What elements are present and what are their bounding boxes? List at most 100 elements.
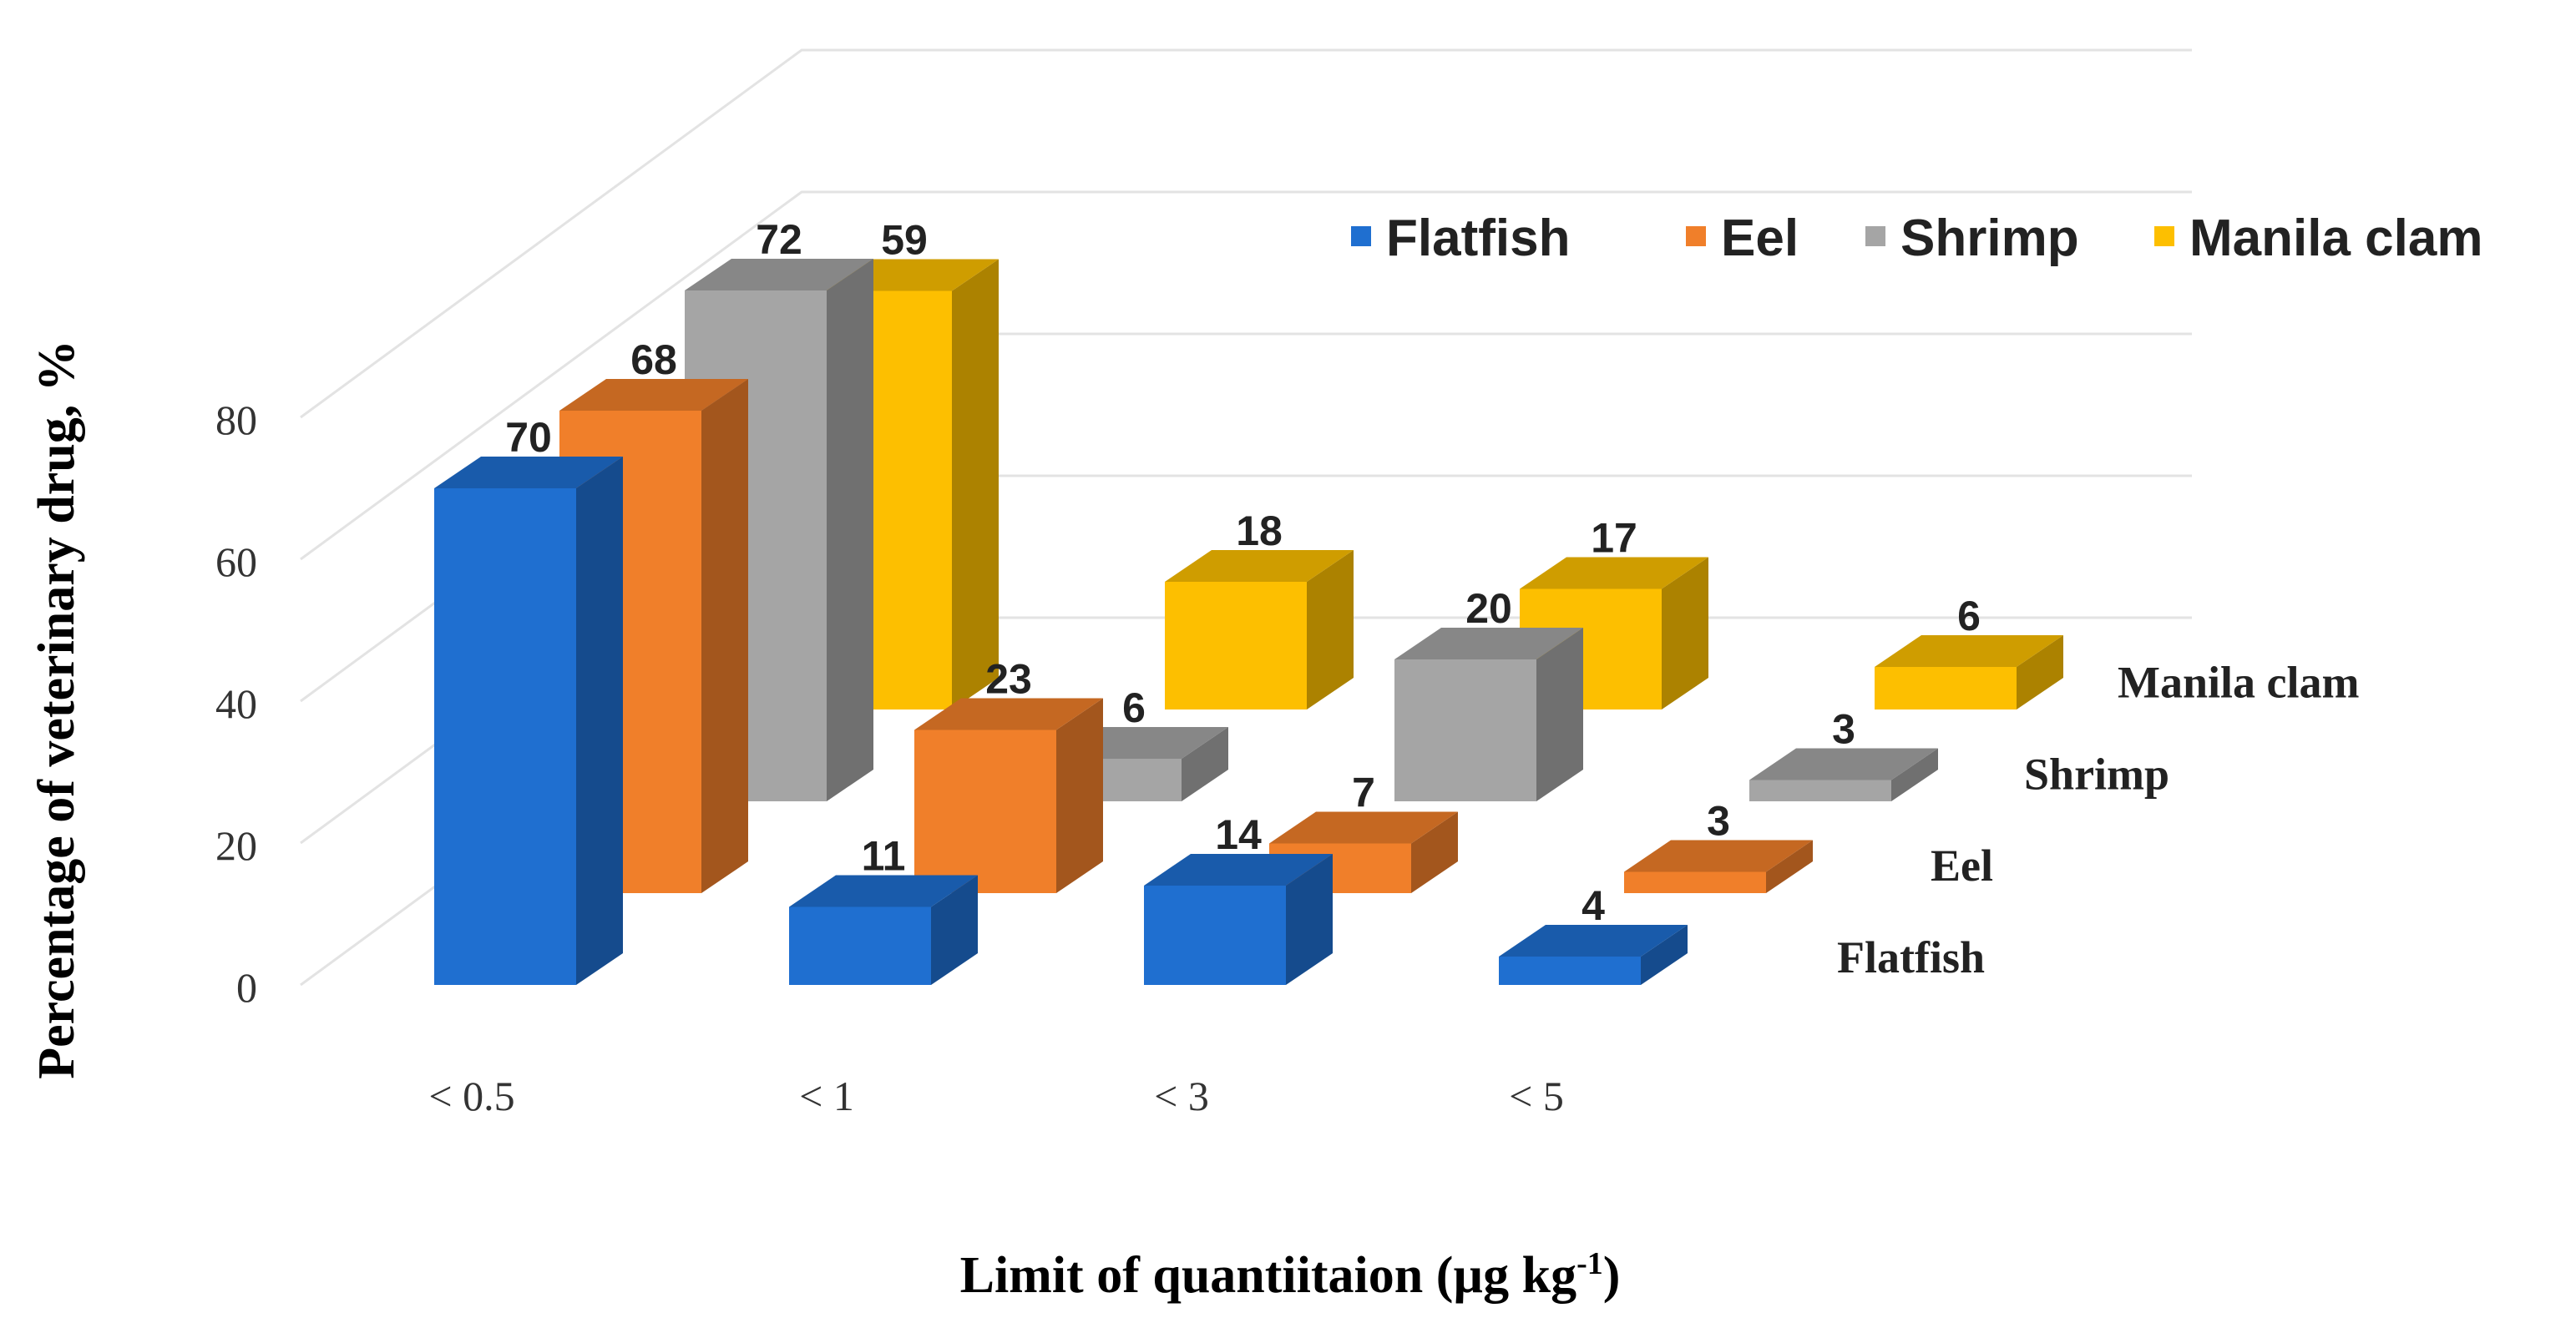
bar-side <box>1891 748 1938 801</box>
bar-side <box>1307 550 1354 709</box>
bar-side <box>931 875 978 985</box>
bar-side <box>1411 811 1458 893</box>
bar-front <box>1499 957 1641 985</box>
x-tick-label: < 1 <box>799 1073 854 1119</box>
bar-front <box>1165 582 1307 709</box>
bar-manila-clam[interactable] <box>1520 557 1708 710</box>
data-label-flatfish: 4 <box>1582 882 1605 929</box>
data-label-manila-clam: 59 <box>881 217 928 264</box>
bar-side <box>1286 854 1333 985</box>
legend-label-manila-clam: Manila clam <box>2189 210 2482 267</box>
bar-front <box>434 488 576 985</box>
bar-eel[interactable] <box>1624 840 1813 894</box>
bar-side <box>576 457 623 985</box>
bar-shrimp[interactable] <box>1394 628 1583 801</box>
bar-top <box>1875 635 2063 667</box>
x-tick-label: < 3 <box>1154 1073 1209 1119</box>
bar-side <box>1182 727 1228 801</box>
bar-top <box>1499 925 1688 957</box>
bar-flatfish[interactable] <box>434 457 623 985</box>
x-axis-title-close: ) <box>1603 1247 1621 1304</box>
depth-label-flatfish: Flatfish <box>1837 932 1985 982</box>
data-label-eel: 7 <box>1352 770 1375 816</box>
y-tick-label: 20 <box>215 822 257 869</box>
bar-top <box>559 379 748 411</box>
bar-manila-clam[interactable] <box>1165 550 1354 709</box>
bar-front <box>1624 871 1766 893</box>
data-label-flatfish: 70 <box>505 414 552 461</box>
bar-flatfish[interactable] <box>1499 925 1688 985</box>
data-label-manila-clam: 18 <box>1236 507 1283 554</box>
bar-side <box>1766 840 1813 893</box>
data-label-shrimp: 20 <box>1465 585 1512 632</box>
data-label-shrimp: 72 <box>756 216 802 263</box>
axis-ticks: 0 20 40 60 80 < 0.5 < 1 < 3 < 5 <box>215 396 1564 1119</box>
bar-top <box>1165 550 1354 582</box>
bar-front <box>1749 780 1891 801</box>
legend-swatch-flatfish <box>1351 226 1371 246</box>
bar-side <box>1641 925 1688 985</box>
data-label-eel: 68 <box>630 336 677 383</box>
legend-item-shrimp[interactable]: Shrimp <box>1865 210 2079 267</box>
bar-side <box>952 259 999 709</box>
bar-side <box>1536 628 1583 801</box>
bar-top <box>1520 557 1708 589</box>
legend-item-eel[interactable]: Eel <box>1686 210 1799 267</box>
bar-shrimp[interactable] <box>1749 748 1938 802</box>
depth-label-manila-clam: Manila clam <box>2118 658 2359 708</box>
series-depth-labels: Flatfish Eel Shrimp Manila clam <box>1837 658 2359 982</box>
bar-top <box>1144 854 1333 886</box>
legend-label-flatfish: Flatfish <box>1386 210 1570 267</box>
bar-front <box>789 906 931 985</box>
data-label-manila-clam: 6 <box>1957 593 1981 639</box>
bar-top <box>1269 811 1458 844</box>
gridline <box>300 48 2192 419</box>
bar-flatfish[interactable] <box>1144 854 1333 985</box>
data-label-flatfish: 11 <box>862 833 906 880</box>
bar-flatfish[interactable] <box>789 875 978 986</box>
data-label-eel: 23 <box>985 656 1032 703</box>
legend-label-eel: Eel <box>1721 210 1799 267</box>
bar-front <box>1394 659 1536 801</box>
bar-front <box>914 730 1056 893</box>
bar-eel[interactable] <box>914 698 1103 894</box>
bars <box>434 259 2063 985</box>
bar-top <box>1394 628 1583 659</box>
depth-label-eel: Eel <box>1931 841 1993 891</box>
y-tick-label: 0 <box>236 964 257 1011</box>
y-tick-label: 60 <box>215 538 257 585</box>
y-tick-label: 40 <box>215 680 257 727</box>
x-tick-label: < 5 <box>1509 1073 1564 1119</box>
data-label-shrimp: 6 <box>1122 684 1146 731</box>
bar-manila-clam[interactable] <box>1875 635 2063 709</box>
bar-side <box>1662 557 1708 709</box>
bar-side <box>827 259 873 801</box>
data-label-shrimp: 3 <box>1832 706 1855 753</box>
x-tick-label: < 0.5 <box>428 1073 514 1119</box>
bar-top <box>685 259 873 290</box>
bar-front <box>1144 886 1286 985</box>
gridline <box>300 190 2192 561</box>
bar-front <box>1875 667 2017 709</box>
data-label-manila-clam: 17 <box>1591 515 1637 562</box>
bar-side <box>1056 698 1103 893</box>
bar-top <box>434 457 623 488</box>
bar-side <box>701 379 748 893</box>
legend-swatch-eel <box>1686 226 1706 246</box>
bar-top <box>1624 840 1813 872</box>
legend-item-flatfish[interactable]: Flatfish <box>1351 210 1570 267</box>
depth-label-shrimp: Shrimp <box>2024 749 2169 799</box>
y-tick-label: 80 <box>215 396 257 443</box>
bar-top <box>1749 748 1938 780</box>
x-axis-title-superscript: -1 <box>1576 1246 1603 1281</box>
y-axis-title: Percentage of veterinary drug, % <box>28 340 85 1079</box>
bar-top <box>914 698 1103 730</box>
bar-top <box>789 875 978 907</box>
bar-side <box>2017 635 2063 709</box>
legend-label-shrimp: Shrimp <box>1900 210 2079 267</box>
data-label-flatfish: 14 <box>1215 811 1262 858</box>
x-axis-title-main: Limit of quantiitaion (µg kg <box>960 1247 1577 1304</box>
legend-item-manila-clam[interactable]: Manila clam <box>2154 210 2482 267</box>
